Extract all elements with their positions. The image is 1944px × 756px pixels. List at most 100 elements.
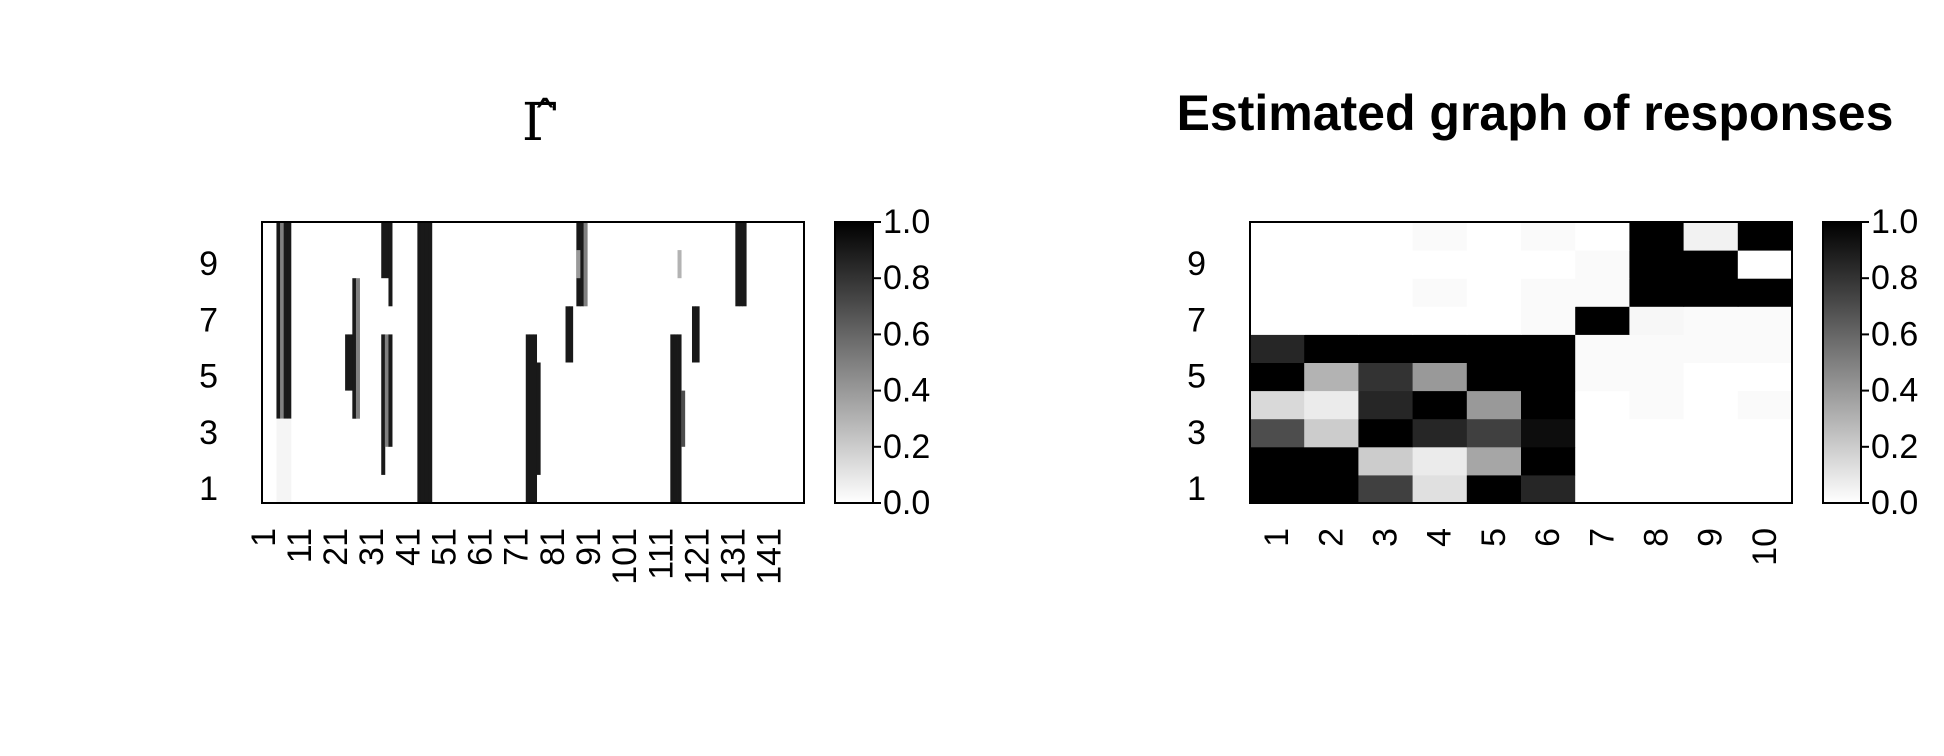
graph-cell xyxy=(1629,334,1685,363)
graph-cell xyxy=(1358,418,1414,448)
graph-x-ticks: 1 2 3 4 5 6 7 8 9 10 xyxy=(1258,528,1784,566)
graph-cell xyxy=(1683,222,1739,251)
graph-cell xyxy=(1629,418,1685,448)
graph-cell xyxy=(1358,222,1414,251)
graph-y-tick-label: 7 xyxy=(1187,301,1206,339)
graph-cell xyxy=(1466,390,1522,420)
graph-colorbar-tick-label: 0.2 xyxy=(1871,428,1918,466)
gamma-hat-x-tick-label: 141 xyxy=(751,528,789,585)
graph-cell xyxy=(1737,278,1793,307)
gamma-hat-cell-run xyxy=(417,222,422,503)
graph-cell xyxy=(1304,334,1359,363)
graph-y-tick-label: 3 xyxy=(1187,414,1206,452)
graph-cell xyxy=(1358,362,1414,392)
graph-cell xyxy=(1250,390,1305,420)
graph-colorbar-tick-label: 0.0 xyxy=(1871,484,1918,522)
gamma-hat-cell-run xyxy=(677,250,682,279)
graph-cell xyxy=(1412,474,1468,504)
graph-cell xyxy=(1412,362,1468,392)
graph-cell xyxy=(1737,446,1793,476)
gamma-hat-cell-run xyxy=(381,222,389,279)
gamma-hat-cell-run xyxy=(352,278,357,419)
gamma-hat-cell-run xyxy=(579,222,584,307)
graph-cell xyxy=(1521,446,1576,476)
gamma-hat-cell-run xyxy=(420,222,425,503)
graph-cell xyxy=(1521,390,1576,420)
graph-cell xyxy=(1521,334,1576,363)
gamma-hat-cell-run xyxy=(345,334,350,391)
gamma-hat-cell-run xyxy=(677,334,682,503)
graph-cell xyxy=(1629,474,1685,504)
graph-cell xyxy=(1304,474,1359,504)
gamma-hat-cell-run xyxy=(280,222,285,419)
graph-cell xyxy=(1304,250,1359,279)
graph-cells xyxy=(1250,222,1793,504)
gamma-hat-cell-run xyxy=(673,334,678,503)
graph-x-tick-label: 8 xyxy=(1638,528,1676,547)
graph-cell xyxy=(1575,390,1630,420)
graph-y-tick-label: 5 xyxy=(1187,358,1206,396)
graph-cell xyxy=(1466,418,1522,448)
graph-cell xyxy=(1629,446,1685,476)
graph-colorbar-tick-label: 1.0 xyxy=(1871,203,1918,241)
graph-cell xyxy=(1412,222,1468,251)
graph-cell xyxy=(1358,334,1414,363)
gamma-hat-cell-run xyxy=(583,222,588,307)
graph-cell xyxy=(1250,446,1305,476)
graph-cell xyxy=(1358,250,1414,279)
graph-colorbar: 0.0 0.2 0.4 0.6 0.8 1.0 xyxy=(1822,203,1918,522)
gamma-hat-colorbar-tick-label: 0.8 xyxy=(883,259,930,297)
gamma-hat-cell-run xyxy=(384,334,389,447)
gamma-hat-y-tick-label: 3 xyxy=(199,414,218,452)
graph-cell xyxy=(1683,390,1739,420)
graph-cell xyxy=(1737,390,1793,420)
graph-x-tick-label: 4 xyxy=(1421,528,1459,547)
gamma-hat-cell-run xyxy=(681,390,686,447)
graph-cell xyxy=(1250,334,1305,363)
gamma-hat-x-tick-label: 71 xyxy=(498,528,536,566)
gamma-hat-cell-run xyxy=(388,222,393,307)
graph-cell xyxy=(1737,362,1793,392)
gamma-hat-cell-run xyxy=(569,306,574,363)
gamma-hat-x-tick-label: 61 xyxy=(462,528,500,566)
graph-cell xyxy=(1737,222,1793,251)
graph-cell xyxy=(1250,222,1305,251)
graph-cell xyxy=(1629,278,1685,307)
gamma-hat-colorbar: 0.0 0.2 0.4 0.6 0.8 1.0 xyxy=(834,203,930,522)
gamma-hat-cell-run xyxy=(670,334,675,503)
gamma-hat-x-tick-label: 21 xyxy=(317,528,355,566)
graph-cell xyxy=(1629,222,1685,251)
graph-cell xyxy=(1521,278,1576,307)
graph-cell xyxy=(1683,334,1739,363)
gamma-hat-colorbar-tick-label: 0.0 xyxy=(883,484,930,522)
graph-x-tick-label: 2 xyxy=(1312,528,1350,547)
gamma-hat-x-tick-label: 101 xyxy=(606,528,644,585)
gamma-hat-y-tick-label: 9 xyxy=(199,245,218,283)
graph-cell xyxy=(1304,418,1359,448)
gamma-hat-cell-run xyxy=(348,334,353,391)
graph-cell xyxy=(1358,474,1414,504)
graph-cell xyxy=(1250,418,1305,448)
gamma-hat-colorbar-tick-label: 0.2 xyxy=(883,428,930,466)
graph-x-tick-label: 5 xyxy=(1475,528,1513,547)
graph-cell xyxy=(1250,474,1305,504)
graph-x-tick-label: 10 xyxy=(1746,528,1784,566)
graph-cell xyxy=(1575,418,1630,448)
gamma-hat-cell-run xyxy=(735,222,740,307)
graph-cell xyxy=(1412,278,1468,307)
gamma-hat-cell-run xyxy=(276,222,281,419)
gamma-hat-cell-run xyxy=(276,418,292,503)
graph-cell xyxy=(1358,306,1414,335)
graph-cell xyxy=(1304,362,1359,392)
gamma-hat-x-tick-label: 41 xyxy=(389,528,427,566)
graph-cell xyxy=(1521,306,1576,335)
graph-x-tick-label: 7 xyxy=(1583,528,1621,547)
graph-cell xyxy=(1304,222,1359,251)
gamma-hat-x-tick-label: 121 xyxy=(678,528,716,585)
gamma-hat-colorbar-tick-label: 0.6 xyxy=(883,315,930,353)
graph-cell xyxy=(1250,362,1305,392)
gamma-hat-cell-run xyxy=(691,306,696,363)
